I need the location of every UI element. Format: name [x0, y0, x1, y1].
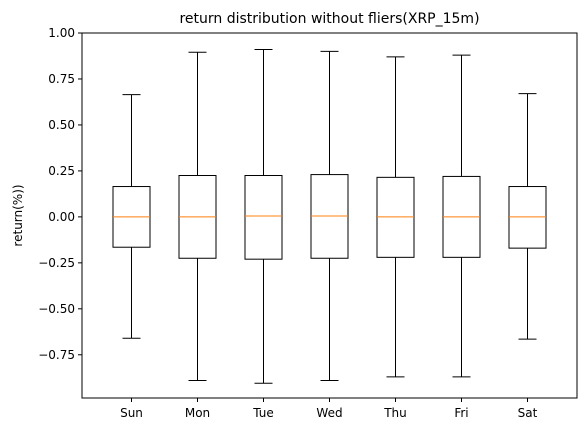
y-tick-label: 0.25 — [48, 164, 75, 178]
box-sat: Sat — [508, 93, 547, 420]
x-tick-label: Tue — [252, 406, 274, 420]
box-wed: Wed — [310, 50, 349, 420]
x-tick-label: Sat — [518, 406, 538, 420]
y-tick-label: −0.25 — [38, 256, 75, 270]
y-axis-label: return(%)) — [11, 184, 25, 246]
x-tick-label: Mon — [185, 406, 210, 420]
chart-title: return distribution without fliers(XRP_1… — [179, 11, 479, 27]
box-thu: Thu — [376, 56, 415, 420]
y-tick-label: −0.50 — [38, 302, 75, 316]
box-sun: Sun — [112, 94, 151, 420]
box-tue: Tue — [244, 49, 283, 420]
x-tick-label: Wed — [316, 406, 342, 420]
x-tick-label: Sun — [120, 406, 143, 420]
plot-area: 1.00 0.75 0.50 0.25 0.00 −0.25 −0.50 −0.75 Sun Mo… — [38, 26, 547, 420]
iqr-box — [244, 175, 283, 260]
y-tick-label: 0.50 — [48, 118, 75, 132]
box-mon: Mon — [178, 51, 217, 420]
y-tick-label: 0.75 — [48, 72, 75, 86]
axes-frame — [81, 32, 578, 399]
y-tick-label: 0.00 — [48, 210, 75, 224]
y-tick-label: −0.75 — [38, 348, 75, 362]
x-tick-label: Thu — [383, 406, 407, 420]
y-tick-label: 1.00 — [48, 26, 75, 40]
box-fri: Fri — [442, 54, 481, 420]
x-tick-label: Fri — [454, 406, 468, 420]
